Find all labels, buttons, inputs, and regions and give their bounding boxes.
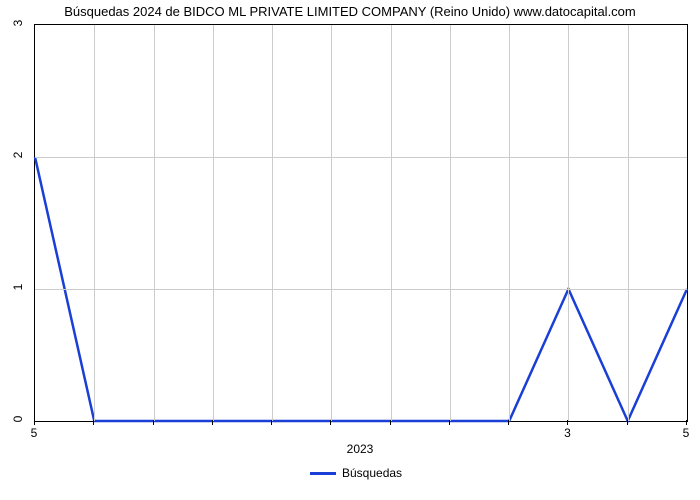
gridline-vertical — [272, 25, 273, 421]
gridline-vertical — [213, 25, 214, 421]
legend-label: Búsquedas — [342, 466, 402, 480]
gridline-vertical — [509, 25, 510, 421]
gridline-vertical — [391, 25, 392, 421]
gridline-vertical — [450, 25, 451, 421]
y-tick-label: 2 — [11, 145, 25, 165]
x-tick-label: 5 — [31, 426, 38, 440]
x-tick-mark — [686, 420, 687, 425]
x-tick-mark — [627, 420, 628, 425]
x-tick-mark — [93, 420, 94, 425]
x-tick-mark — [390, 420, 391, 425]
chart-title: Búsquedas 2024 de BIDCO ML PRIVATE LIMIT… — [0, 4, 700, 19]
x-axis-label: 2023 — [347, 442, 374, 456]
line-series-svg — [35, 25, 687, 421]
gridline-horizontal — [35, 289, 687, 290]
chart-container: { "chart": { "type": "line", "title": "B… — [0, 0, 700, 500]
y-tick-label: 0 — [11, 409, 25, 429]
x-tick-mark — [330, 420, 331, 425]
x-tick-label: 5 — [683, 426, 690, 440]
x-tick-mark — [34, 420, 35, 425]
x-tick-mark — [567, 420, 568, 425]
x-tick-label: 3 — [564, 426, 571, 440]
x-tick-mark — [508, 420, 509, 425]
plot-area — [34, 24, 688, 422]
gridline-vertical — [94, 25, 95, 421]
gridline-vertical — [154, 25, 155, 421]
legend-swatch — [310, 472, 336, 475]
y-tick-label: 3 — [11, 13, 25, 33]
x-tick-mark — [449, 420, 450, 425]
x-tick-mark — [271, 420, 272, 425]
gridline-vertical — [568, 25, 569, 421]
gridline-vertical — [331, 25, 332, 421]
x-tick-mark — [212, 420, 213, 425]
legend: Búsquedas — [310, 466, 402, 480]
gridline-horizontal — [35, 157, 687, 158]
gridline-vertical — [628, 25, 629, 421]
y-tick-label: 1 — [11, 277, 25, 297]
x-tick-mark — [153, 420, 154, 425]
